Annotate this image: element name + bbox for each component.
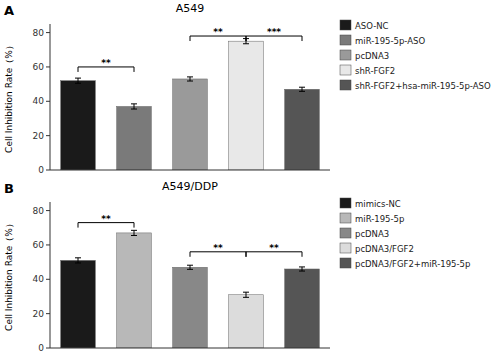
legend-label: miR-195-5p [355,214,404,224]
y-tick [46,170,50,171]
legend-swatch [340,243,351,253]
error-bar [131,104,137,109]
y-tick [46,348,50,349]
bar [61,260,96,348]
panel: B A549/DDP Cell Inhibition Rate（%） 0 20 40 60 8… [4,180,470,353]
y-tick-label: 80 [33,206,45,216]
bar [61,81,96,170]
y-tick-label: 60 [33,240,45,250]
y-tick [46,32,50,33]
background [0,0,500,356]
y-tick [46,279,50,280]
error-bar [187,77,193,81]
y-tick [46,244,50,245]
legend-swatch [340,50,351,60]
legend-label: pcDNA3 [355,229,389,239]
legend-label: shR-FGF2+hsa-miR-195-5p-ASO [355,81,491,91]
bar [117,233,152,348]
significance-label: ** [101,214,111,224]
x-axis [50,348,330,349]
significance-label: ** [213,243,223,253]
panel: AA549Cell Inhibition Rate（%）020406080***… [4,2,491,175]
legend-swatch [340,80,351,90]
bar [285,269,320,348]
error-bar [75,258,81,263]
error-bar [131,230,137,235]
legend-label: pcDNA3/FGF2+miR-195-5p [355,259,470,269]
y-tick [46,210,50,211]
y-axis [50,24,51,170]
legend-swatch [340,198,351,208]
y-axis-label: Cell Inhibition Rate（%） [4,41,14,153]
y-tick-label: 60 [33,62,45,72]
bar [285,89,320,170]
error-bar [243,292,249,297]
legend-label: mimics-NC [355,199,401,209]
y-tick-label: 80 [33,28,45,38]
y-tick-label: 20 [33,131,45,141]
y-tick-label: 40 [33,274,45,284]
legend-swatch [340,228,351,238]
figure: AA549Cell Inhibition Rate（%）020406080***… [0,0,500,356]
plot-area [61,223,320,348]
plot-area [61,36,320,170]
y-tick-label: 40 [33,96,45,106]
y-axis-label: Cell Inhibition Rate（%） [4,219,14,331]
bar [117,106,152,170]
y-tick [46,101,50,102]
y-tick [46,313,50,314]
legend-label: pcDNA3/FGF2 [355,244,414,254]
panel-label: A [4,3,14,18]
legend-swatch [340,20,351,30]
legend-label: shR-FGF2 [355,66,395,76]
legend-swatch [340,258,351,268]
y-tick-label: 0 [38,165,44,175]
significance-label: ** [101,58,111,68]
error-bar [299,267,305,271]
y-tick-label: 20 [33,309,45,319]
bar [229,41,264,170]
bar [173,267,208,348]
legend-swatch [340,35,351,45]
error-bar [75,78,81,83]
y-tick [46,66,50,67]
significance-label: ** [269,243,279,253]
x-axis [50,170,330,171]
error-bar [299,87,305,91]
bar [173,79,208,170]
significance-label: *** [267,27,281,37]
legend-label: pcDNA3 [355,51,389,61]
legend-swatch [340,65,351,75]
bar [229,295,264,348]
legend-label: ASO-NC [355,21,389,31]
title: A549/DDP [162,180,218,193]
panel-label: B [4,181,14,196]
error-bar [187,265,193,269]
y-tick [46,135,50,136]
y-tick-label: 0 [38,343,44,353]
title: A549 [176,2,205,15]
legend-swatch [340,213,351,223]
y-axis [50,202,51,348]
significance-label: ** [213,27,223,37]
legend-label: miR-195-5p-ASO [355,36,425,46]
